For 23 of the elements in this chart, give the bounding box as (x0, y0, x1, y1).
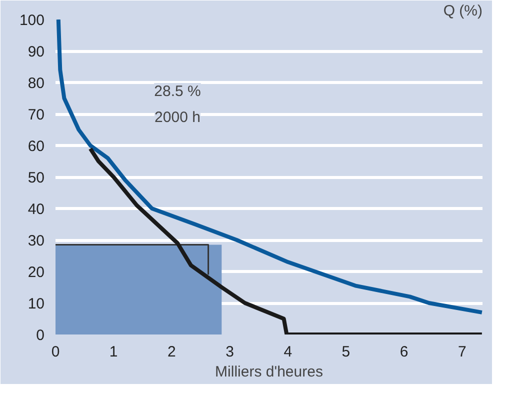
y-tick-label: 50 (28, 170, 45, 186)
x-tick-label: 7 (458, 344, 466, 360)
y-tick-label: 60 (28, 138, 45, 155)
x-tick-label: 1 (109, 344, 118, 360)
y-tick-label: 30 (28, 232, 45, 250)
x-tick-label: 5 (342, 344, 350, 360)
y-axis-title: Q (%) (443, 2, 483, 20)
y-tick-label: 80 (28, 75, 45, 92)
y-tick-label: 0 (36, 327, 44, 344)
y-tick-label: 10 (28, 296, 45, 312)
y-tick-label: 40 (28, 201, 45, 218)
x-tick-label: 6 (400, 344, 408, 360)
x-tick-label: 3 (226, 344, 234, 360)
y-tick-label: 20 (28, 264, 45, 281)
x-axis-title: Milliers d'heures (215, 364, 323, 380)
x-tick-label: 0 (51, 344, 60, 360)
y-tick-label: 70 (28, 106, 45, 124)
y-tick-label: 100 (19, 12, 45, 29)
annotation: 28.5 % (154, 83, 201, 100)
x-tick-label: 4 (284, 344, 292, 360)
annotation: 2000 h (154, 109, 200, 126)
x-tick-label: 2 (168, 344, 176, 360)
y-tick-label: 90 (28, 44, 45, 60)
